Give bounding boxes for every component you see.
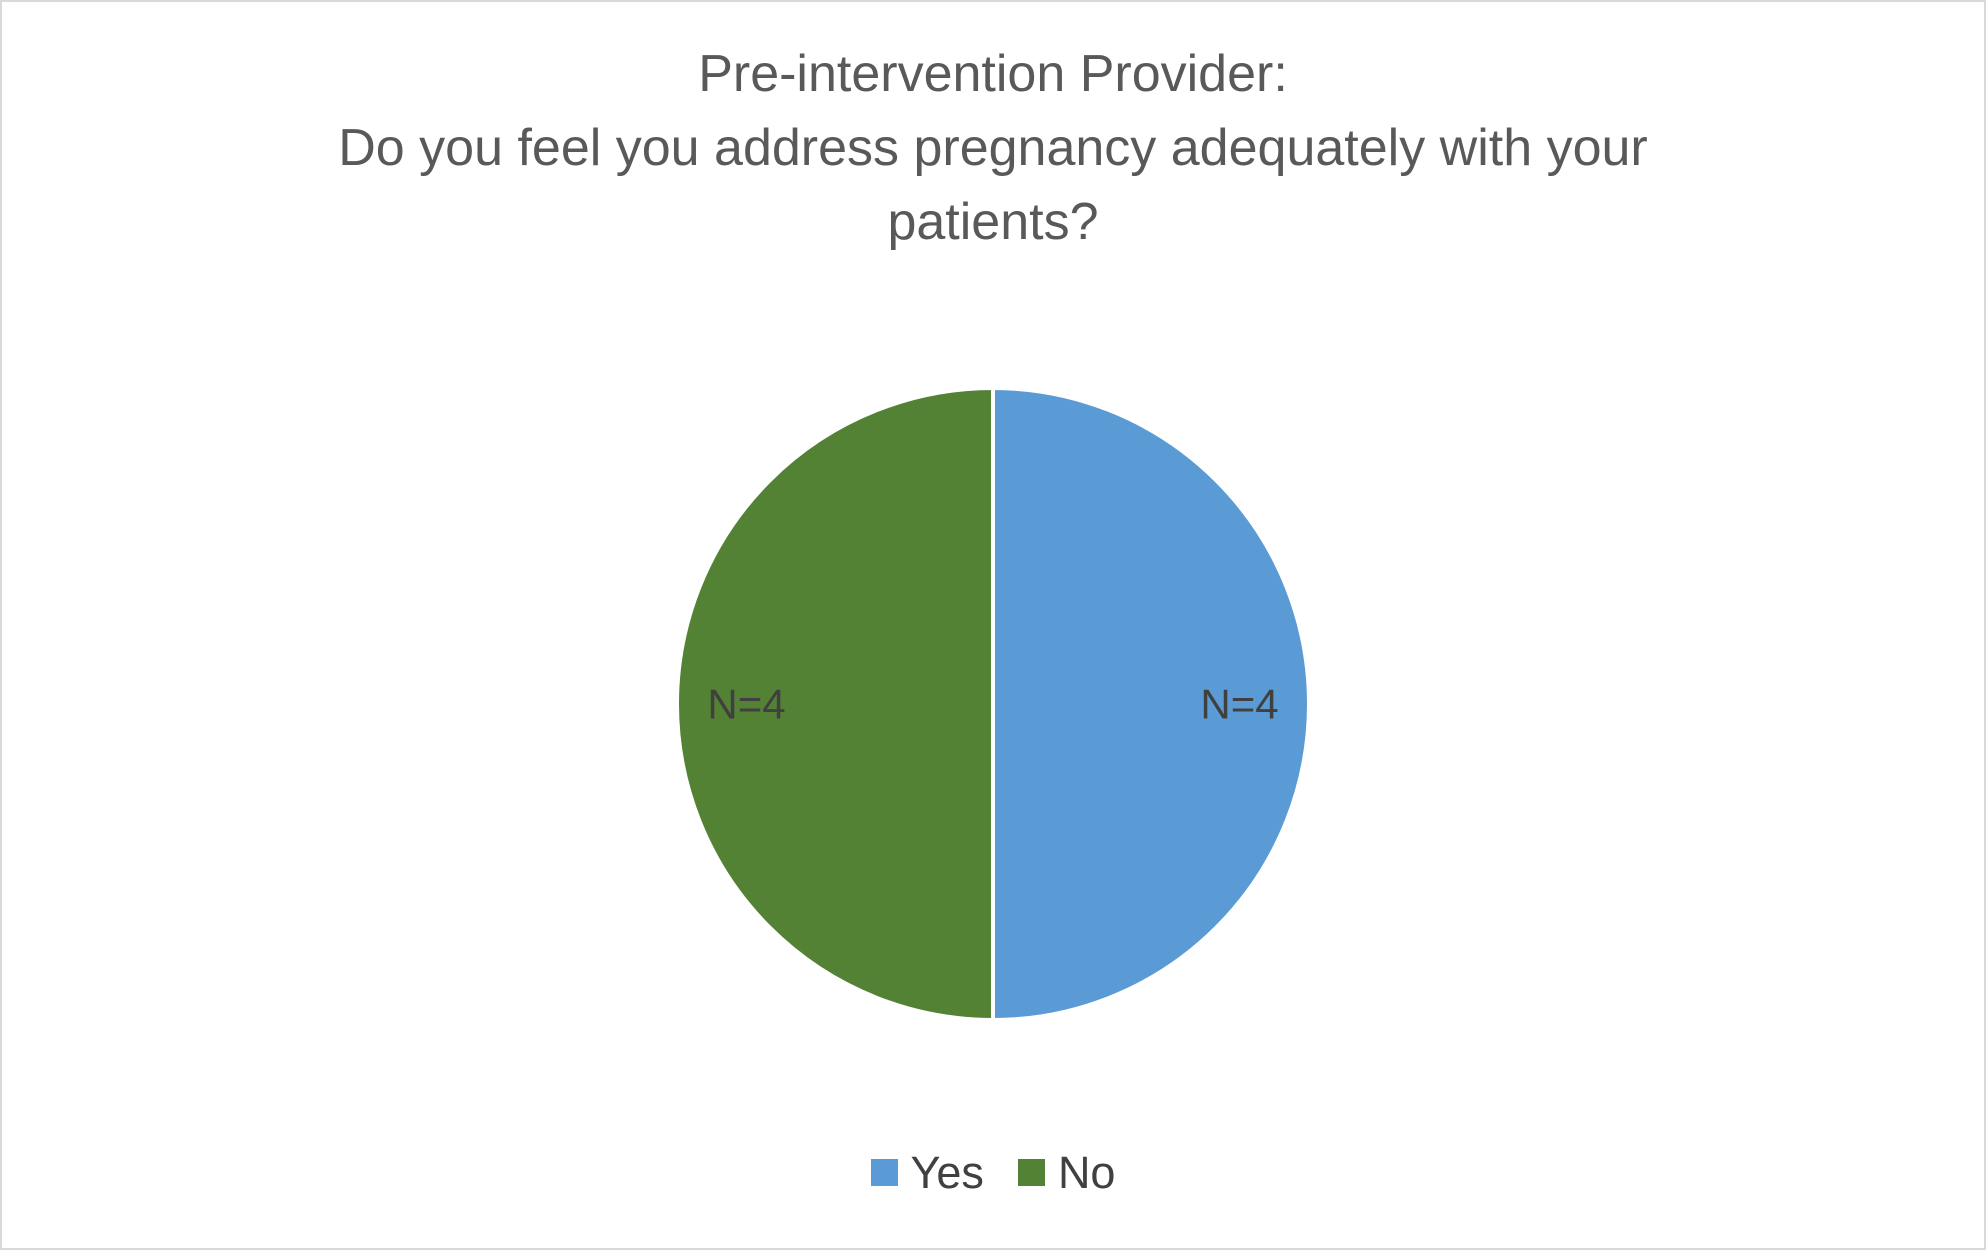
legend-label-no: No	[1057, 1147, 1116, 1198]
legend-label-yes: Yes	[910, 1147, 984, 1198]
pie-slice-yes	[991, 386, 1311, 1022]
pie-slice-no	[675, 386, 995, 1022]
chart-title-line-2: Do you feel you address pregnancy adequa…	[338, 118, 1648, 251]
legend-item-no: No	[1017, 1147, 1116, 1198]
chart-title-line-1: Pre-intervention Provider:	[698, 45, 1288, 103]
pie-plot-area: N=4 N=4	[668, 379, 1318, 1029]
legend-swatch-yes-icon	[870, 1159, 898, 1186]
pie-chart: N=4 N=4	[675, 386, 1311, 1022]
legend-item-yes: Yes	[870, 1147, 984, 1198]
chart-legend: Yes No	[2, 1150, 1984, 1195]
chart-title: Pre-intervention Provider: Do you feel y…	[2, 38, 1984, 259]
legend-swatch-no-icon	[1017, 1159, 1045, 1186]
slice-data-label: N=4	[1200, 681, 1278, 728]
slice-data-label: N=4	[707, 681, 785, 728]
